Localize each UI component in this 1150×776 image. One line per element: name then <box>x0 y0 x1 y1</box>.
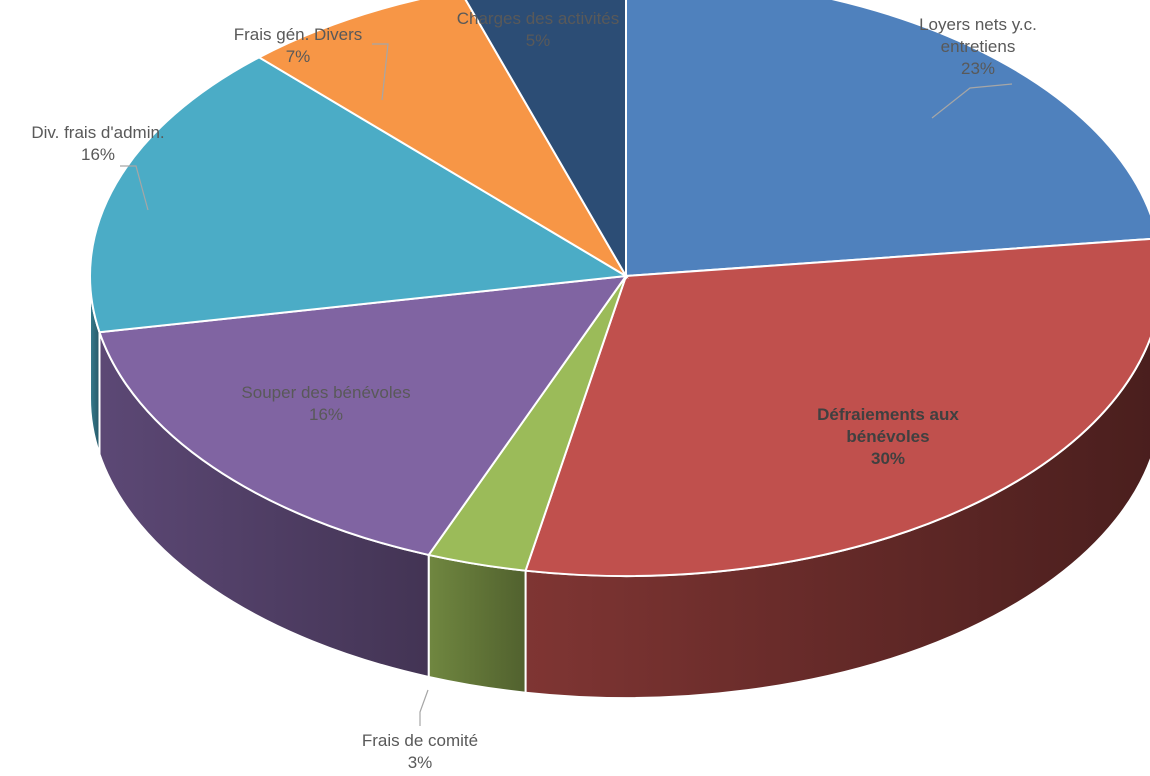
pie-slice-3 <box>98 274 629 557</box>
slice-percent-6: 5% <box>526 31 551 50</box>
leader-line-0 <box>931 83 1013 119</box>
pie-slice-6 <box>464 0 627 280</box>
slice-percent-1: 30% <box>871 449 905 468</box>
slice-percent-5: 7% <box>286 47 311 66</box>
slice-percent-3: 16% <box>309 405 343 424</box>
slice-percent-4: 16% <box>81 145 115 164</box>
slice-label-2: Frais de comité <box>362 731 478 750</box>
leader-line-2 <box>419 689 429 726</box>
slice-label-4: Div. frais d'admin. <box>31 123 164 142</box>
leader-line-5 <box>372 43 389 101</box>
pie-slice-0 <box>625 0 1150 278</box>
slice-labels: Loyers nets y.c. entretiens 23% Défraiement… <box>31 9 1037 772</box>
label-leader-lines <box>120 43 1013 726</box>
slice-label-5: Frais gén. Divers <box>234 25 362 44</box>
pie-slice-4 <box>89 56 630 334</box>
leader-line-4 <box>120 165 149 211</box>
pie-side-2 <box>427 553 527 694</box>
slice-label-0: entretiens <box>941 37 1016 56</box>
pie-slice-1 <box>524 237 1150 577</box>
slice-percent-0: 23% <box>961 59 995 78</box>
slice-label-6: Charges des activités <box>457 9 620 28</box>
slice-label-1: Défraiements aux <box>817 405 959 424</box>
slice-label-1: bénévoles <box>846 427 929 446</box>
slice-percent-2: 3% <box>408 753 433 772</box>
slice-label-3: Souper des bénévoles <box>241 383 410 402</box>
slice-label-0: Loyers nets y.c. <box>919 15 1037 34</box>
pie-slice-5 <box>257 0 629 279</box>
pie-top-slices <box>89 0 1150 577</box>
